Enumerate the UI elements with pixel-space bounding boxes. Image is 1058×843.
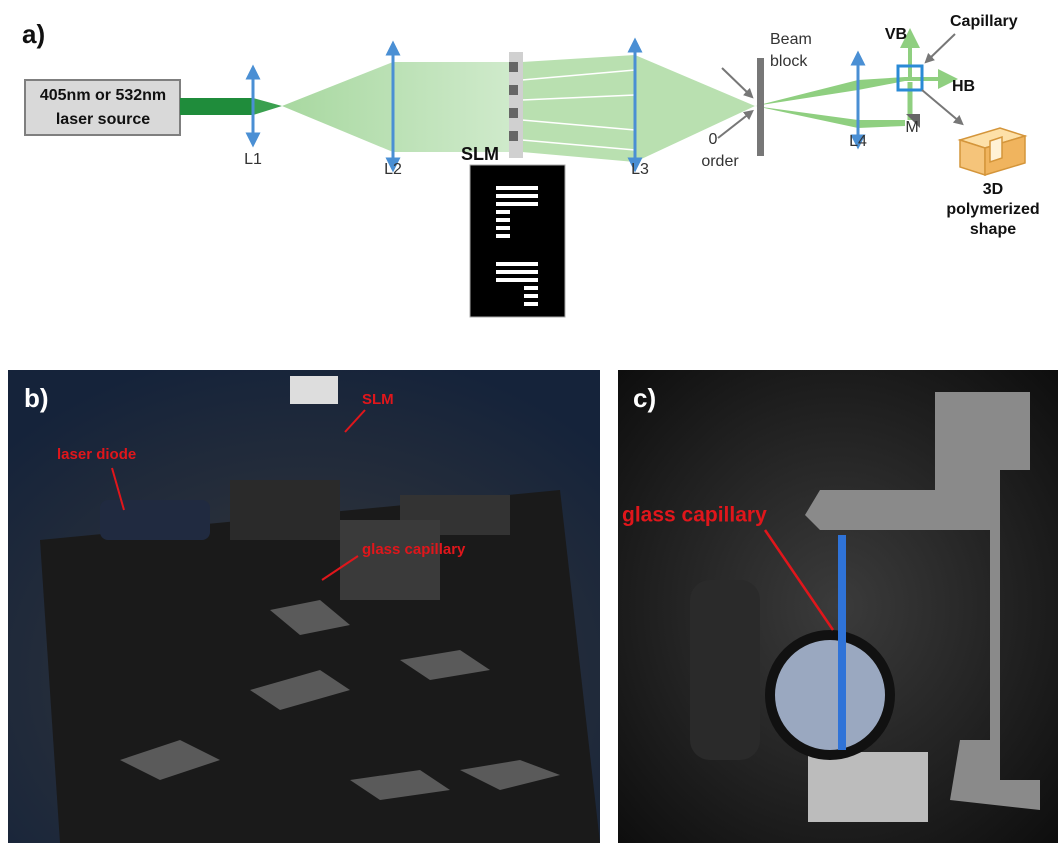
beam-block-label: Beam xyxy=(770,31,812,48)
order-beam xyxy=(755,106,905,128)
pointer xyxy=(928,34,955,60)
shape-label: polymerized xyxy=(946,201,1039,218)
beam-cone xyxy=(253,98,282,115)
lens-label: L1 xyxy=(244,151,262,168)
source-label: laser source xyxy=(56,111,150,128)
lens-label: L3 xyxy=(631,161,649,178)
slm-label: SLM xyxy=(461,144,499,164)
mirror-mount xyxy=(770,635,890,755)
beam-block xyxy=(757,58,764,156)
capillary xyxy=(838,535,846,750)
panel-a: a) 405nm or 532nm laser source L1 L2 L3 … xyxy=(22,13,1040,317)
annotation: glass capillary xyxy=(622,504,767,527)
panel-label: a) xyxy=(22,19,45,49)
holder-clamp xyxy=(808,752,928,822)
slm-pattern xyxy=(470,165,565,317)
optical-table xyxy=(40,490,600,843)
capillary-label: Capillary xyxy=(950,13,1018,30)
hb-label: HB xyxy=(952,78,975,95)
annotation: glass capillary xyxy=(362,541,466,558)
lens-label: L4 xyxy=(849,133,867,150)
diffracted-beam xyxy=(522,55,755,162)
order-beam xyxy=(755,77,905,106)
zero-order-label: order xyxy=(701,153,739,170)
wall-sign xyxy=(290,376,338,404)
panel-c: c) glass capillary xyxy=(618,370,1058,843)
pointer xyxy=(722,68,750,95)
lens-label: L2 xyxy=(384,161,402,178)
figure: a) 405nm or 532nm laser source L1 L2 L3 … xyxy=(0,0,1058,843)
laser-beam xyxy=(180,98,253,115)
panel-label: c) xyxy=(633,383,656,413)
slm-device xyxy=(509,52,523,158)
panel-label: b) xyxy=(24,383,49,413)
shape-label: 3D xyxy=(983,181,1003,198)
3d-shape xyxy=(960,128,1025,175)
annotation: SLM xyxy=(362,391,394,408)
annotation: laser diode xyxy=(57,446,136,463)
vb-label: VB xyxy=(885,26,907,43)
post-mount xyxy=(690,580,760,760)
beam-block-label: block xyxy=(770,53,808,70)
expanded-beam xyxy=(282,62,510,152)
source-label: 405nm or 532nm xyxy=(40,87,166,104)
panel-b: b) laser diode SLM glass capillary xyxy=(8,370,600,843)
mirror-label: M xyxy=(905,119,918,136)
shape-label: shape xyxy=(970,221,1016,238)
zero-order-label: 0 xyxy=(709,131,718,148)
